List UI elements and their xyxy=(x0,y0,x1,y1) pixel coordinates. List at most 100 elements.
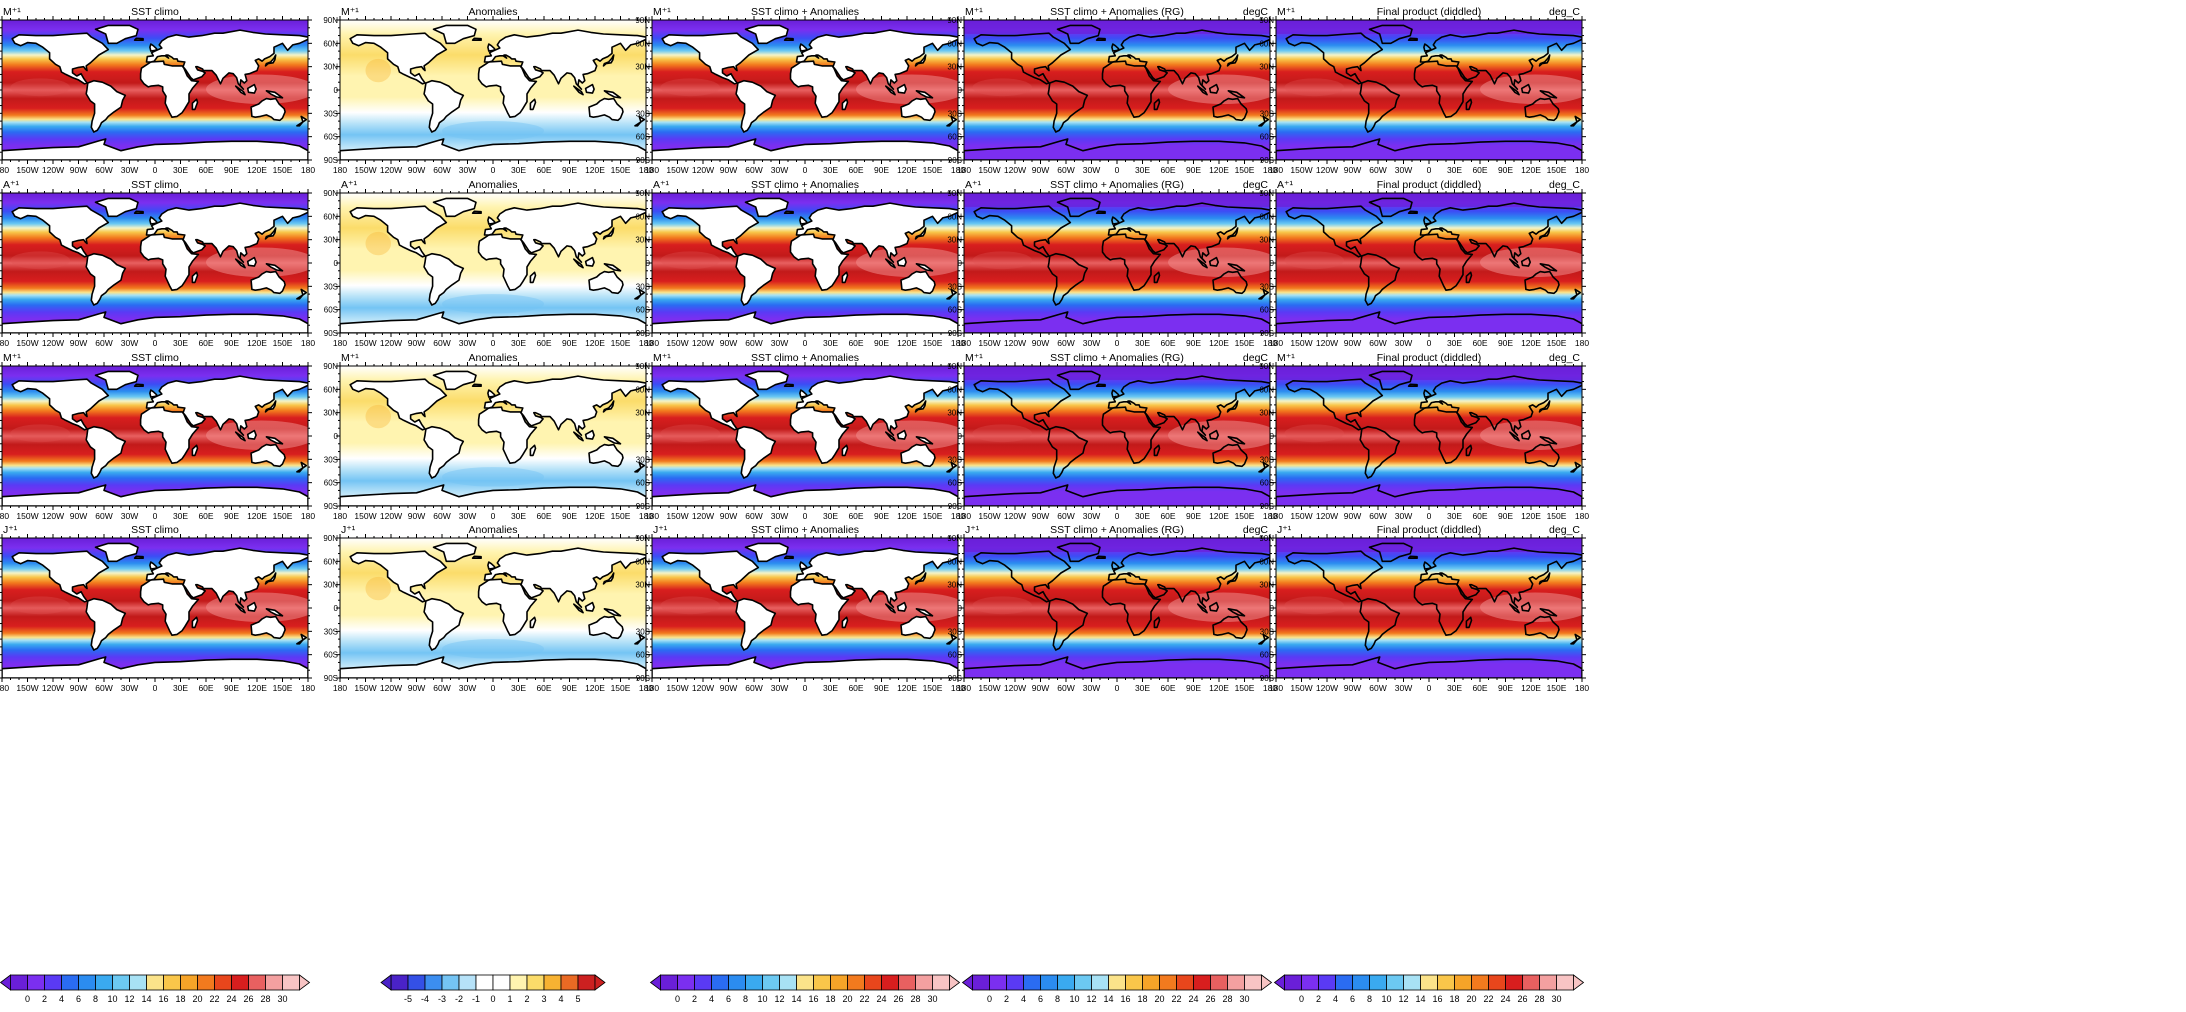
x-tick-label: 150E xyxy=(611,338,631,348)
map-panel-r2-c1: 90N60N30N030S60S90S180150W120W90W60W30W0… xyxy=(0,179,315,348)
x-tick-label: 120E xyxy=(585,683,605,693)
y-tick-label: 30S xyxy=(948,627,962,636)
x-tick-label: 150E xyxy=(1235,683,1255,693)
x-tick-label: 120W xyxy=(1316,338,1338,348)
coastline xyxy=(432,24,477,45)
colorbar-box xyxy=(441,974,460,991)
colorbar-box xyxy=(27,974,45,991)
coastline xyxy=(602,572,615,585)
coastline xyxy=(799,561,808,570)
lead-time-label: A⁺¹ xyxy=(1277,179,1294,191)
y-tick-label: 60S xyxy=(636,306,650,315)
coastline xyxy=(1423,43,1432,52)
x-tick-label: 30W xyxy=(1395,511,1412,521)
coastline xyxy=(735,597,777,651)
y-tick-label: 0 xyxy=(646,86,651,95)
y-tick-label: 0 xyxy=(958,432,963,441)
coastline xyxy=(234,431,246,442)
coastline xyxy=(1056,197,1101,218)
coastline xyxy=(1520,83,1531,94)
coastline xyxy=(250,270,286,295)
coastline xyxy=(246,83,257,94)
units-label: degC xyxy=(1243,524,1269,536)
x-tick-label: 150W xyxy=(978,511,1000,521)
x-tick-label: 90E xyxy=(1498,165,1513,175)
colorbar-tick-label: 12 xyxy=(1086,994,1096,1004)
warm-pool-overlay xyxy=(660,420,958,450)
coastline xyxy=(795,202,958,263)
colorbar-tick-label: 22 xyxy=(1171,994,1181,1004)
coastline xyxy=(973,378,1072,431)
units-label: deg_C xyxy=(1549,179,1580,191)
y-tick-label: 30N xyxy=(1259,409,1274,418)
colorbar-box xyxy=(1437,974,1455,991)
x-tick-label: 30W xyxy=(121,338,138,348)
colorbar-box xyxy=(779,974,797,991)
colorbar-tick-label: 16 xyxy=(158,994,168,1004)
x-tick-label: 90E xyxy=(1498,511,1513,521)
coastline xyxy=(1423,561,1432,570)
colorbar-tick-label: 30 xyxy=(927,994,937,1004)
x-tick-label: 0 xyxy=(1427,338,1432,348)
anomaly-overlay xyxy=(365,58,544,141)
coastline xyxy=(145,547,308,608)
x-tick-label: 60W xyxy=(95,683,112,693)
x-tick-label: 180 xyxy=(0,511,9,521)
colorbar-tick-label: 4 xyxy=(709,994,714,1004)
coastline xyxy=(1465,616,1473,629)
coastline xyxy=(1047,79,1089,133)
x-tick-label: 30W xyxy=(121,683,138,693)
x-tick-label: 180 xyxy=(1269,683,1283,693)
colorbar-tick-label: -3 xyxy=(438,994,446,1004)
colorbar-tick-label: 6 xyxy=(726,994,731,1004)
x-tick-label: 120W xyxy=(1316,165,1338,175)
x-tick-label: 90W xyxy=(408,338,425,348)
x-tick-label: 150E xyxy=(1547,165,1567,175)
colorbar-box xyxy=(231,974,249,991)
y-tick-label: 30N xyxy=(947,63,962,72)
coastline xyxy=(1153,98,1161,111)
panel-title: Anomalies xyxy=(468,524,517,536)
coastline xyxy=(789,60,850,118)
x-tick-label: 180 xyxy=(333,511,347,521)
x-tick-label: 30E xyxy=(1135,683,1150,693)
coastline xyxy=(2,311,308,333)
coastline xyxy=(1101,578,1162,636)
continents xyxy=(1276,197,1582,333)
coastline xyxy=(634,461,646,473)
lead-time-label: M⁺¹ xyxy=(965,352,983,364)
y-tick-label: 60S xyxy=(1260,651,1274,660)
lead-time-label: M⁺¹ xyxy=(1277,352,1295,364)
x-tick-label: 120W xyxy=(692,165,714,175)
lead-time-label: J⁺¹ xyxy=(653,524,668,536)
colorbar-box xyxy=(407,974,426,991)
x-tick-label: 60W xyxy=(433,338,450,348)
x-tick-label: 150E xyxy=(1235,511,1255,521)
colorbar-tick-label: 10 xyxy=(757,994,767,1004)
x-tick-label: 60W xyxy=(95,511,112,521)
coastline xyxy=(1520,429,1531,440)
lead-time-label: J⁺¹ xyxy=(341,524,356,536)
coastline xyxy=(1509,603,1520,614)
x-tick-label: 90E xyxy=(1498,338,1513,348)
colorbar-min-arrow xyxy=(649,974,661,991)
coastline xyxy=(250,443,286,468)
colorbar-box xyxy=(796,974,814,991)
panel-title: SST climo + Anomalies (RG) xyxy=(1050,352,1184,364)
colorbar-tick-label: 2 xyxy=(1316,994,1321,1004)
x-tick-label: 60E xyxy=(198,511,213,521)
colorbar-tick-label: 20 xyxy=(1466,994,1476,1004)
y-tick-label: 30S xyxy=(1260,109,1274,118)
colorbar-row: 0 2 4 6 8 10 12 14 16 18 20 22 24 26 28 30 -5 -4 -3 -2 -1 0 1 2… xyxy=(0,974,1585,1004)
panel-title: Final product (diddled) xyxy=(1377,179,1481,191)
coastline xyxy=(661,550,760,603)
x-tick-label: 90W xyxy=(1032,338,1049,348)
x-tick-label: 30W xyxy=(771,511,788,521)
x-tick-label: 90E xyxy=(1186,683,1201,693)
x-tick-label: 30E xyxy=(511,165,526,175)
y-tick-label: 90S xyxy=(1260,674,1274,683)
units-label: deg_C xyxy=(1549,352,1580,364)
lead-time-label: A⁺¹ xyxy=(653,179,670,191)
